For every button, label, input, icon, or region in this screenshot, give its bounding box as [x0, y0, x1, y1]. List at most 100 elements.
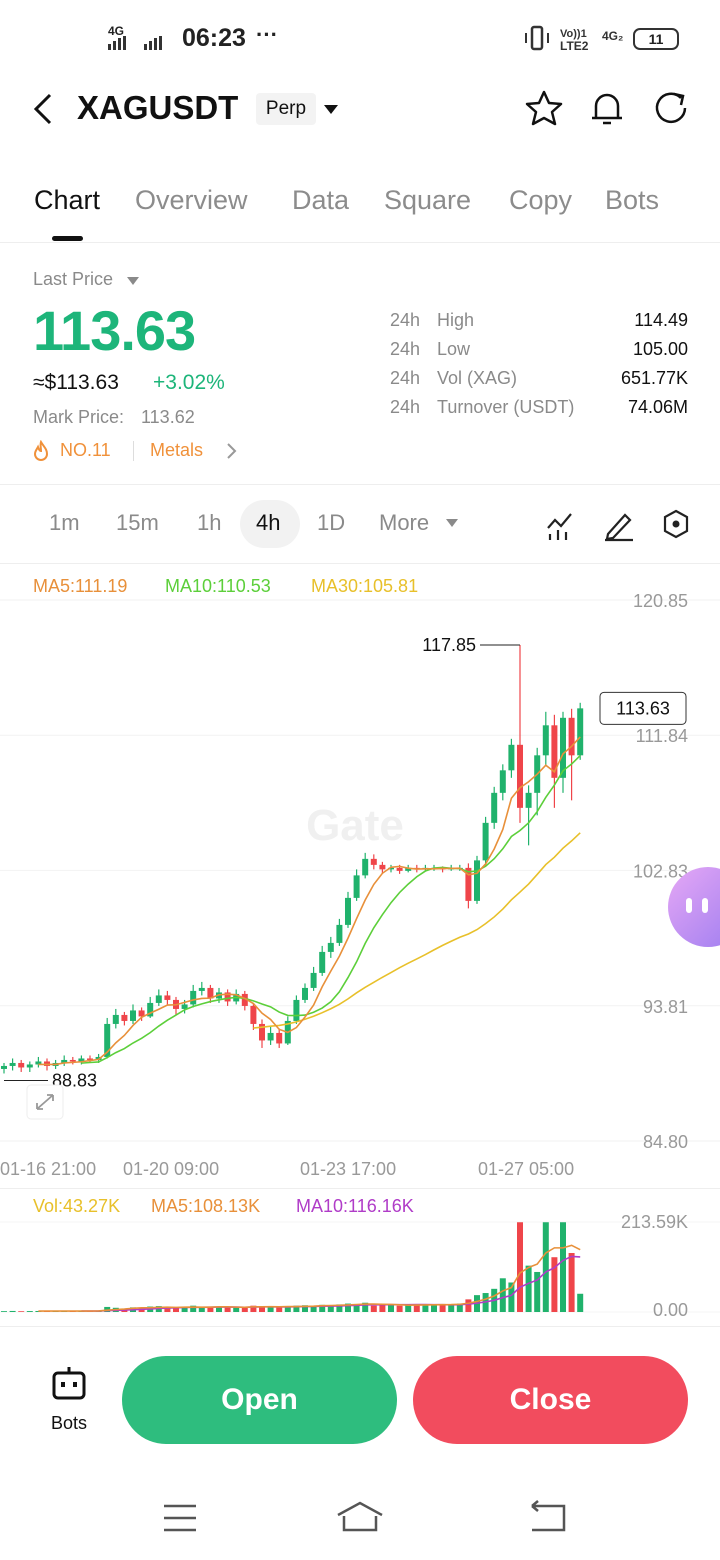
change: +3.02% — [153, 371, 225, 394]
stat-period: 24h — [390, 339, 421, 359]
stat-period: 24h — [390, 368, 421, 388]
volume-bar — [448, 1304, 455, 1312]
candle-body — [293, 999, 300, 1021]
candle-body — [405, 867, 412, 871]
stat-period: 24h — [390, 397, 421, 417]
volume-bar — [517, 1222, 523, 1312]
interval[interactable]: More — [379, 510, 430, 535]
candle-body — [551, 725, 558, 778]
volume-bar — [370, 1305, 377, 1312]
volume-bar — [250, 1305, 257, 1312]
volume-bar — [207, 1307, 214, 1312]
interval[interactable]: 4h — [256, 510, 281, 535]
interval[interactable]: 15m — [116, 510, 159, 535]
volume-bar — [388, 1304, 394, 1312]
interval[interactable]: 1D — [317, 510, 346, 535]
mark-price: 113.62 — [141, 407, 195, 427]
high-label: 117.85 — [422, 635, 476, 655]
bots-label[interactable]: Bots — [50, 1413, 88, 1433]
tab[interactable]: Square — [384, 185, 472, 215]
volume-bar — [173, 1308, 179, 1312]
volume-bar — [525, 1265, 532, 1312]
volume-bar — [534, 1271, 541, 1312]
volume-bar — [439, 1304, 446, 1312]
candle-body — [353, 875, 360, 898]
candle-body — [155, 995, 162, 1003]
tab[interactable]: Copy — [509, 185, 573, 215]
candle-body — [310, 972, 317, 988]
sector[interactable]: Metals — [150, 440, 204, 460]
back-button[interactable] — [30, 92, 60, 126]
bots-icon[interactable] — [50, 1364, 88, 1402]
dropdown — [446, 519, 458, 527]
vol-label: Vol:43.27K — [33, 1196, 121, 1216]
last-price: 113.63 — [33, 299, 196, 362]
stat-value: 651.77K — [620, 368, 688, 388]
volume-bar — [267, 1306, 274, 1312]
x-tick-label: 01-20 09:00 — [123, 1159, 219, 1179]
candle-body — [121, 1014, 128, 1021]
candle-body — [87, 1058, 93, 1060]
candle-body — [26, 1064, 33, 1068]
divider — [0, 1326, 720, 1327]
close-button[interactable]: Close — [413, 1356, 688, 1444]
bubble-eye — [702, 898, 708, 913]
candle-body — [198, 987, 205, 991]
tab[interactable]: Data — [292, 185, 350, 215]
chevron — [227, 443, 237, 459]
candle-body — [388, 867, 394, 870]
volume-bar — [198, 1306, 205, 1312]
divider — [0, 484, 720, 485]
perp-badge[interactable]: Perp — [256, 93, 316, 125]
last-price-tag — [599, 691, 687, 725]
y-tick-label: 102.83 — [633, 861, 688, 881]
candle-body — [18, 1062, 25, 1068]
chart-tools[interactable] — [545, 508, 695, 542]
ma-label: MA5:111.19 — [33, 576, 128, 596]
open-button[interactable]: Open — [122, 1356, 397, 1444]
usd-price: ≈$113.63 — [33, 371, 119, 394]
volume-bar — [1, 1311, 7, 1312]
volume-bar — [26, 1311, 33, 1312]
candle-body — [508, 744, 515, 771]
flame-icon — [33, 440, 49, 461]
last-price-label[interactable]: Last Price — [33, 269, 114, 289]
svg-text:LTE2: LTE2 — [560, 39, 589, 53]
dropdown — [127, 277, 139, 285]
volume-bar — [508, 1282, 515, 1312]
volume-bar — [431, 1303, 437, 1312]
volume-bar — [259, 1306, 265, 1312]
ma-label: MA10:110.53 — [165, 576, 271, 596]
volume-bar — [551, 1257, 558, 1312]
stat-name: High — [437, 310, 475, 330]
candle-body — [474, 860, 480, 901]
candle-body — [9, 1062, 16, 1066]
candle-body — [568, 717, 575, 756]
interval[interactable]: 1m — [49, 510, 80, 535]
candle-body — [207, 987, 214, 999]
header-icons[interactable] — [524, 88, 694, 128]
svg-text:4G₂: 4G₂ — [602, 29, 623, 43]
divider — [0, 563, 720, 564]
tab[interactable]: Chart — [34, 185, 101, 215]
interval[interactable]: 1h — [197, 510, 222, 535]
tab-indicator — [52, 236, 83, 241]
expand-button[interactable] — [26, 1084, 64, 1120]
stat-name: Turnover (USDT) — [437, 397, 575, 417]
candle-body — [577, 708, 584, 756]
tab[interactable]: Overview — [135, 185, 248, 215]
volume-bar — [465, 1299, 472, 1312]
volume-bar — [422, 1304, 429, 1312]
volume-bar — [456, 1303, 463, 1312]
y-tick-label: 120.85 — [633, 591, 688, 611]
vol-ma-label: MA10:116.16K — [296, 1196, 414, 1216]
dropdown[interactable] — [322, 103, 340, 115]
candle-body — [499, 770, 506, 793]
y-tick-label: 93.81 — [643, 997, 688, 1017]
tab[interactable]: Bots — [605, 185, 660, 215]
rank[interactable]: NO.11 — [60, 440, 111, 460]
nav-bar[interactable] — [160, 1498, 580, 1538]
signal-icons — [108, 36, 162, 50]
mark-label: Mark Price: — [33, 407, 125, 427]
volume-bar — [327, 1305, 334, 1312]
